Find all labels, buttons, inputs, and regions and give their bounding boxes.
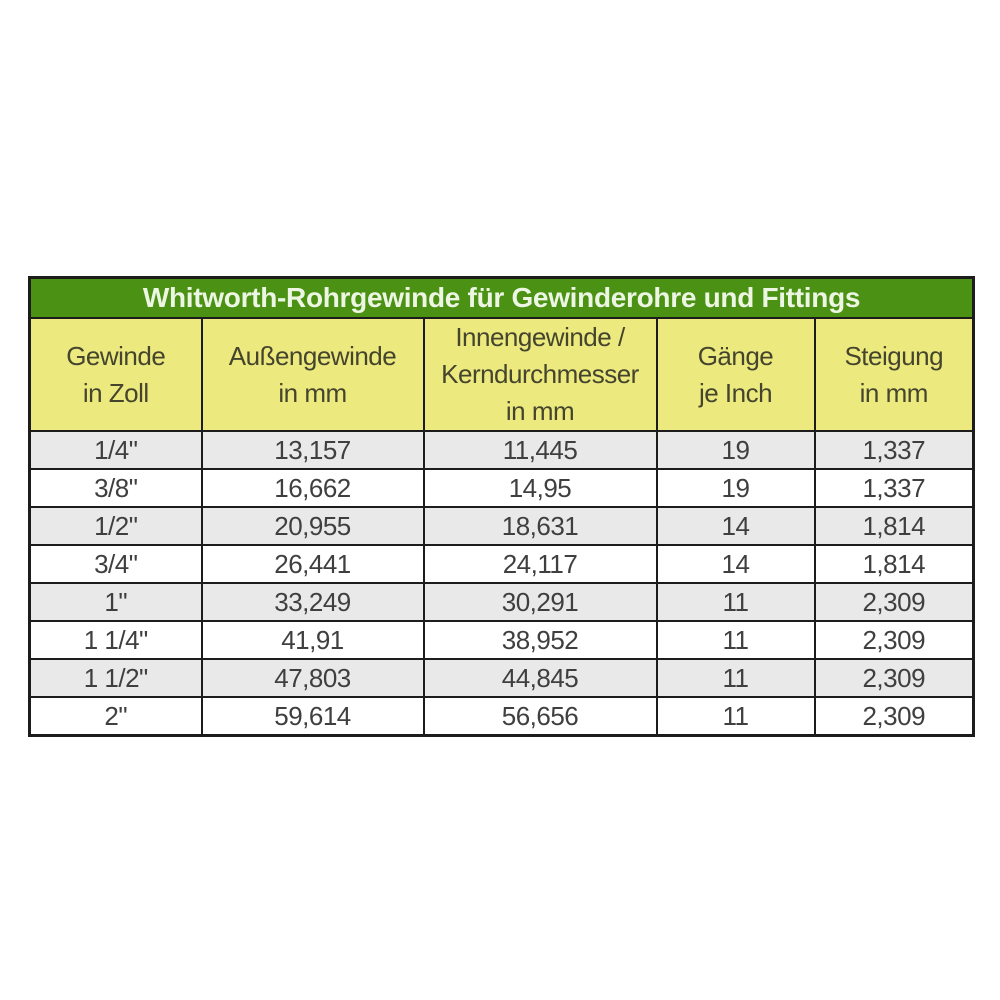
cell-aussengewinde: 33,249 xyxy=(200,582,425,622)
title-row: Whitworth-Rohrgewinde für Gewinderohre u… xyxy=(28,276,975,319)
table-title: Whitworth-Rohrgewinde für Gewinderohre u… xyxy=(28,276,975,319)
cell-innengewinde: 14,95 xyxy=(422,468,658,508)
whitworth-thread-table: Whitworth-Rohrgewinde für Gewinderohre u… xyxy=(28,276,976,737)
cell-gaenge: 11 xyxy=(655,620,816,660)
cell-steigung: 1,814 xyxy=(813,506,975,546)
cell-gewinde: 3/8" xyxy=(28,468,203,508)
cell-innengewinde: 30,291 xyxy=(422,582,658,622)
cell-innengewinde: 24,117 xyxy=(422,544,658,584)
header-innengewinde-kerndurchmesser-mm: Innengewinde / Kerndurchmesser in mm xyxy=(422,317,658,432)
table-row: 1 1/4" 41,91 38,952 11 2,309 xyxy=(28,620,975,660)
cell-steigung: 1,337 xyxy=(813,468,975,508)
cell-steigung: 2,309 xyxy=(813,658,975,698)
cell-steigung: 2,309 xyxy=(813,620,975,660)
cell-gewinde: 2" xyxy=(28,696,203,737)
table-row: 1 1/2" 47,803 44,845 11 2,309 xyxy=(28,658,975,698)
cell-steigung: 1,814 xyxy=(813,544,975,584)
cell-gaenge: 19 xyxy=(655,468,816,508)
cell-gewinde: 1 1/4" xyxy=(28,620,203,660)
cell-innengewinde: 18,631 xyxy=(422,506,658,546)
cell-aussengewinde: 20,955 xyxy=(200,506,425,546)
header-aussengewinde-mm: Außengewinde in mm xyxy=(200,317,425,432)
cell-gaenge: 19 xyxy=(655,430,816,470)
table-row: 1/2" 20,955 18,631 14 1,814 xyxy=(28,506,975,546)
cell-aussengewinde: 47,803 xyxy=(200,658,425,698)
cell-gaenge: 11 xyxy=(655,696,816,737)
cell-aussengewinde: 16,662 xyxy=(200,468,425,508)
header-gaenge-je-inch: Gänge je Inch xyxy=(655,317,816,432)
cell-gaenge: 11 xyxy=(655,582,816,622)
cell-aussengewinde: 59,614 xyxy=(200,696,425,737)
table-row: 1" 33,249 30,291 11 2,309 xyxy=(28,582,975,622)
cell-gaenge: 11 xyxy=(655,658,816,698)
cell-steigung: 1,337 xyxy=(813,430,975,470)
table-row: 3/8" 16,662 14,95 19 1,337 xyxy=(28,468,975,508)
cell-aussengewinde: 41,91 xyxy=(200,620,425,660)
cell-gaenge: 14 xyxy=(655,544,816,584)
cell-innengewinde: 38,952 xyxy=(422,620,658,660)
cell-gewinde: 1/4" xyxy=(28,430,203,470)
table-row: 1/4" 13,157 11,445 19 1,337 xyxy=(28,430,975,470)
cell-gaenge: 14 xyxy=(655,506,816,546)
cell-aussengewinde: 26,441 xyxy=(200,544,425,584)
cell-gewinde: 3/4" xyxy=(28,544,203,584)
cell-gewinde: 1" xyxy=(28,582,203,622)
cell-gewinde: 1/2" xyxy=(28,506,203,546)
cell-innengewinde: 44,845 xyxy=(422,658,658,698)
table-row: 3/4" 26,441 24,117 14 1,814 xyxy=(28,544,975,584)
table-row: 2" 59,614 56,656 11 2,309 xyxy=(28,696,975,737)
cell-steigung: 2,309 xyxy=(813,582,975,622)
header-steigung-mm: Steigung in mm xyxy=(813,317,975,432)
header-row: Gewinde in Zoll Außengewinde in mm Innen… xyxy=(28,317,975,432)
cell-gewinde: 1 1/2" xyxy=(28,658,203,698)
cell-innengewinde: 56,656 xyxy=(422,696,658,737)
header-gewinde-in-zoll: Gewinde in Zoll xyxy=(28,317,203,432)
cell-steigung: 2,309 xyxy=(813,696,975,737)
cell-innengewinde: 11,445 xyxy=(422,430,658,470)
cell-aussengewinde: 13,157 xyxy=(200,430,425,470)
